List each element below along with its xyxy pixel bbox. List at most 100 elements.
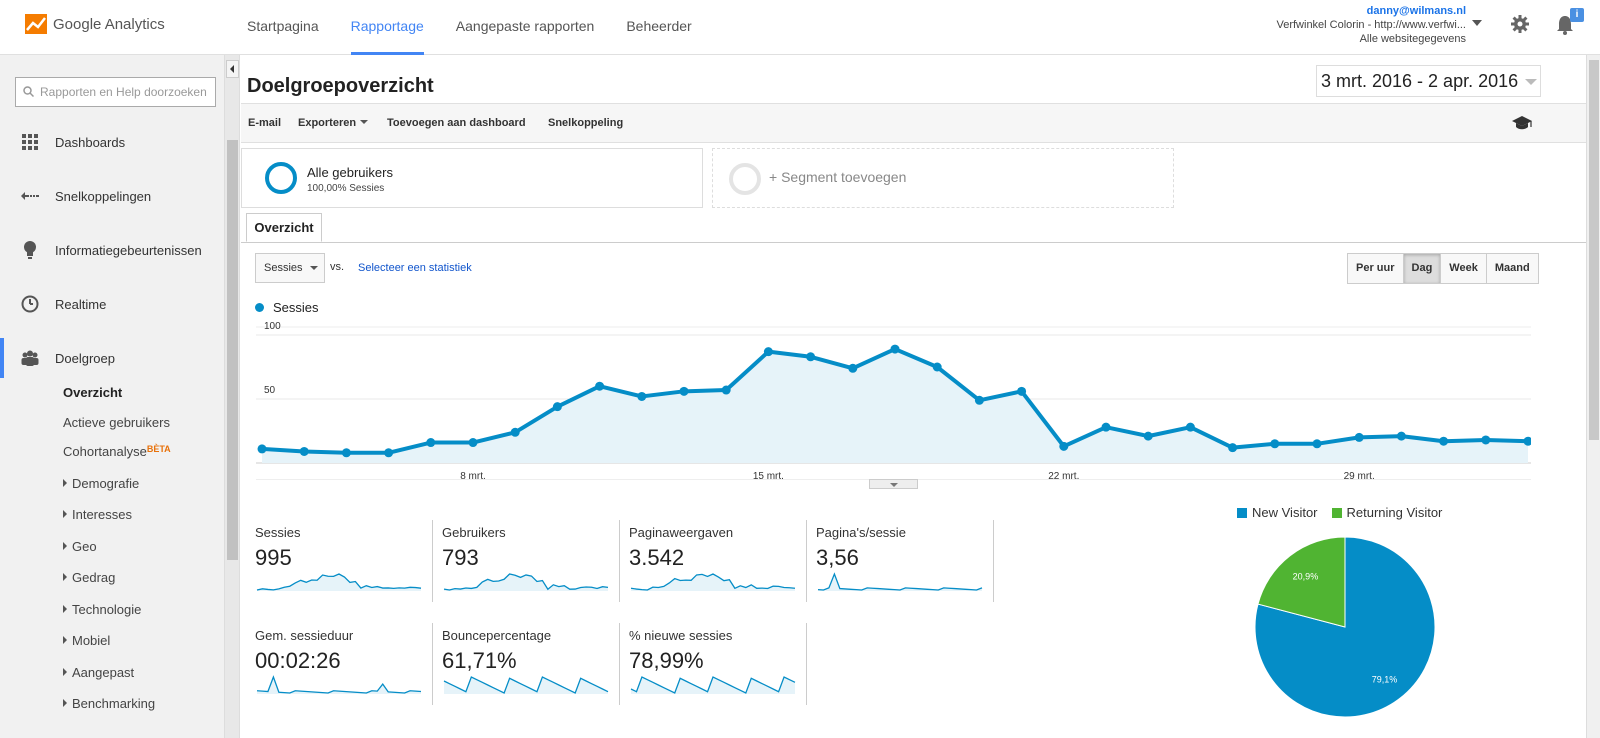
- metric-value: 78,99%: [629, 648, 704, 673]
- granularity-toggle: Per uur Dag Week Maand: [1347, 253, 1539, 284]
- segment-all-users[interactable]: Alle gebruikers 100,00% Sessies: [241, 148, 703, 208]
- metric-card-bouncepercentage[interactable]: Bouncepercentage 61,71%: [442, 623, 620, 705]
- metric-card-paginas-per-sessie[interactable]: Pagina's/sessie 3,56: [816, 520, 994, 602]
- sidebar-subitem-label: Gedrag: [72, 570, 116, 585]
- sidebar-subitem-interesses[interactable]: Interesses: [63, 507, 132, 522]
- x-tick-label: 8 mrt.: [460, 471, 486, 480]
- sidebar-subitem-geo[interactable]: Geo: [63, 539, 97, 554]
- data-point: [510, 427, 520, 437]
- select-metric-link[interactable]: Selecteer een statistiek: [358, 262, 472, 274]
- segment-ring-icon: [729, 163, 761, 195]
- metric-card-nieuwe-sessies[interactable]: % nieuwe sessies 78,99%: [629, 623, 807, 705]
- account-view: Alle websitegegevens: [1359, 33, 1466, 45]
- metric-card-sessies[interactable]: Sessies 995: [255, 520, 433, 602]
- metric-card-paginaweergaven[interactable]: Paginaweergaven 3.542: [629, 520, 807, 602]
- data-point: [468, 438, 478, 448]
- account-dropdown-icon[interactable]: [1472, 20, 1482, 26]
- sidebar-subitem-label: Benchmarking: [72, 696, 156, 711]
- shortcut-button[interactable]: Snelkoppeling: [548, 117, 624, 129]
- legend-swatch: [255, 303, 264, 312]
- data-point: [1143, 431, 1153, 441]
- sidebar-subitem-aangepast[interactable]: Aangepast: [63, 665, 134, 680]
- sidebar-item-dashboards[interactable]: Dashboards: [0, 122, 222, 162]
- nav-startpagina[interactable]: Startpagina: [247, 18, 319, 34]
- sidebar-subitem-technologie[interactable]: Technologie: [63, 602, 141, 617]
- data-point: [1228, 443, 1238, 453]
- sessions-chart: 100 50 8 mrt. 15 mrt. 22 mrt. 29 mrt.: [256, 321, 1531, 480]
- metric-name: Bouncepercentage: [442, 628, 552, 643]
- granularity-per-uur[interactable]: Per uur: [1348, 254, 1404, 283]
- metric-value: 00:02:26: [255, 648, 341, 673]
- email-button[interactable]: E-mail: [248, 117, 282, 129]
- lightbulb-icon: [24, 241, 36, 259]
- sidebar-subitem-overzicht[interactable]: Overzicht: [63, 385, 123, 400]
- logo[interactable]: Google Analytics: [25, 14, 165, 34]
- granularity-week[interactable]: Week: [1441, 254, 1487, 283]
- sidebar-item-snelkoppelingen[interactable]: Snelkoppelingen: [0, 176, 222, 216]
- chart-resize-handle[interactable]: [869, 479, 918, 489]
- data-point: [974, 395, 984, 405]
- sidebar-item-doelgroep[interactable]: Doelgroep: [0, 338, 222, 378]
- sparkline-line: [443, 676, 609, 694]
- page-scrollbar[interactable]: [1586, 55, 1600, 738]
- x-tick-label: 15 mrt.: [753, 471, 784, 480]
- account-selector[interactable]: danny@wilmans.nl Verfwinkel Colorin - ht…: [1246, 4, 1466, 46]
- search-icon: [23, 86, 34, 97]
- sparkline-line: [630, 573, 796, 591]
- gear-icon[interactable]: [1510, 14, 1530, 34]
- data-point: [763, 347, 773, 357]
- export-button[interactable]: Exporteren: [298, 117, 369, 129]
- expand-arrow-icon: [63, 510, 67, 518]
- metric-card-sessieduur[interactable]: Gem. sessieduur 00:02:26: [255, 623, 433, 705]
- granularity-dag[interactable]: Dag: [1403, 254, 1442, 283]
- add-segment-button[interactable]: + Segment toevoegen: [712, 148, 1174, 208]
- metric-select[interactable]: Sessies: [255, 253, 325, 283]
- sidebar-subitem-label: Interesses: [72, 507, 132, 522]
- chevron-down-icon: [1525, 79, 1537, 85]
- legend-returning-visitor[interactable]: Returning Visitor: [1331, 505, 1442, 520]
- scrollbar-thumb[interactable]: [1589, 60, 1599, 440]
- nav-beheerder[interactable]: Beheerder: [626, 18, 692, 34]
- sidebar-subitem-cohortanalyse[interactable]: CohortanalyseBÈTA: [63, 444, 171, 459]
- data-point: [1312, 439, 1322, 449]
- scrollbar-thumb[interactable]: [227, 140, 238, 560]
- data-point: [1059, 441, 1069, 451]
- nav-rapportage[interactable]: Rapportage: [350, 0, 424, 55]
- report-toolbar: E-mail Exporteren Toevoegen aan dashboar…: [241, 103, 1586, 143]
- bell-icon[interactable]: [1555, 14, 1575, 36]
- sidebar-subitem-mobiel[interactable]: Mobiel: [63, 633, 110, 648]
- sparkline: [630, 573, 796, 591]
- granularity-maand[interactable]: Maand: [1486, 254, 1538, 283]
- collapse-sidebar-button[interactable]: [226, 60, 239, 78]
- data-point: [1101, 422, 1111, 432]
- sparkline-line: [256, 573, 422, 591]
- data-point: [1481, 435, 1491, 445]
- sparkline-fill: [631, 574, 795, 591]
- account-email: danny@wilmans.nl: [1366, 5, 1466, 17]
- sidebar-subitem-benchmarking[interactable]: Benchmarking: [63, 696, 155, 711]
- sidebar-subitem-label: Aangepast: [72, 665, 135, 680]
- sparkline-fill: [257, 677, 421, 694]
- nav-aangepaste-rapporten[interactable]: Aangepaste rapporten: [455, 18, 595, 34]
- metric-name: Sessies: [255, 525, 301, 540]
- add-to-dashboard-button[interactable]: Toevoegen aan dashboard: [387, 117, 526, 129]
- sparkline-line: [443, 573, 609, 591]
- data-point: [299, 446, 309, 456]
- sidebar-subitem-demografie[interactable]: Demografie: [63, 476, 139, 491]
- legend-new-visitor[interactable]: New Visitor: [1237, 505, 1318, 520]
- tab-divider: [241, 242, 1586, 243]
- sidebar-item-realtime[interactable]: Realtime: [0, 284, 222, 324]
- data-point: [257, 444, 267, 454]
- sidebar-search-input[interactable]: Rapporten en Help doorzoeken: [15, 77, 216, 107]
- sparkline-fill: [444, 574, 608, 591]
- date-range-picker[interactable]: 3 mrt. 2016 - 2 apr. 2016: [1316, 65, 1541, 97]
- sparkline: [443, 573, 609, 591]
- sidebar-subitem-gedrag[interactable]: Gedrag: [63, 570, 115, 585]
- metric-card-gebruikers[interactable]: Gebruikers 793: [442, 520, 620, 602]
- sidebar-item-informatiegebeurtenissen[interactable]: Informatiegebeurtenissen: [0, 230, 222, 270]
- data-point: [848, 363, 858, 373]
- sidebar-subitem-actieve-gebruikers[interactable]: Actieve gebruikers: [63, 415, 170, 430]
- sidebar-scrollbar[interactable]: [225, 55, 240, 738]
- tab-overzicht[interactable]: Overzicht: [246, 213, 322, 242]
- graduation-cap-icon[interactable]: [1511, 115, 1533, 131]
